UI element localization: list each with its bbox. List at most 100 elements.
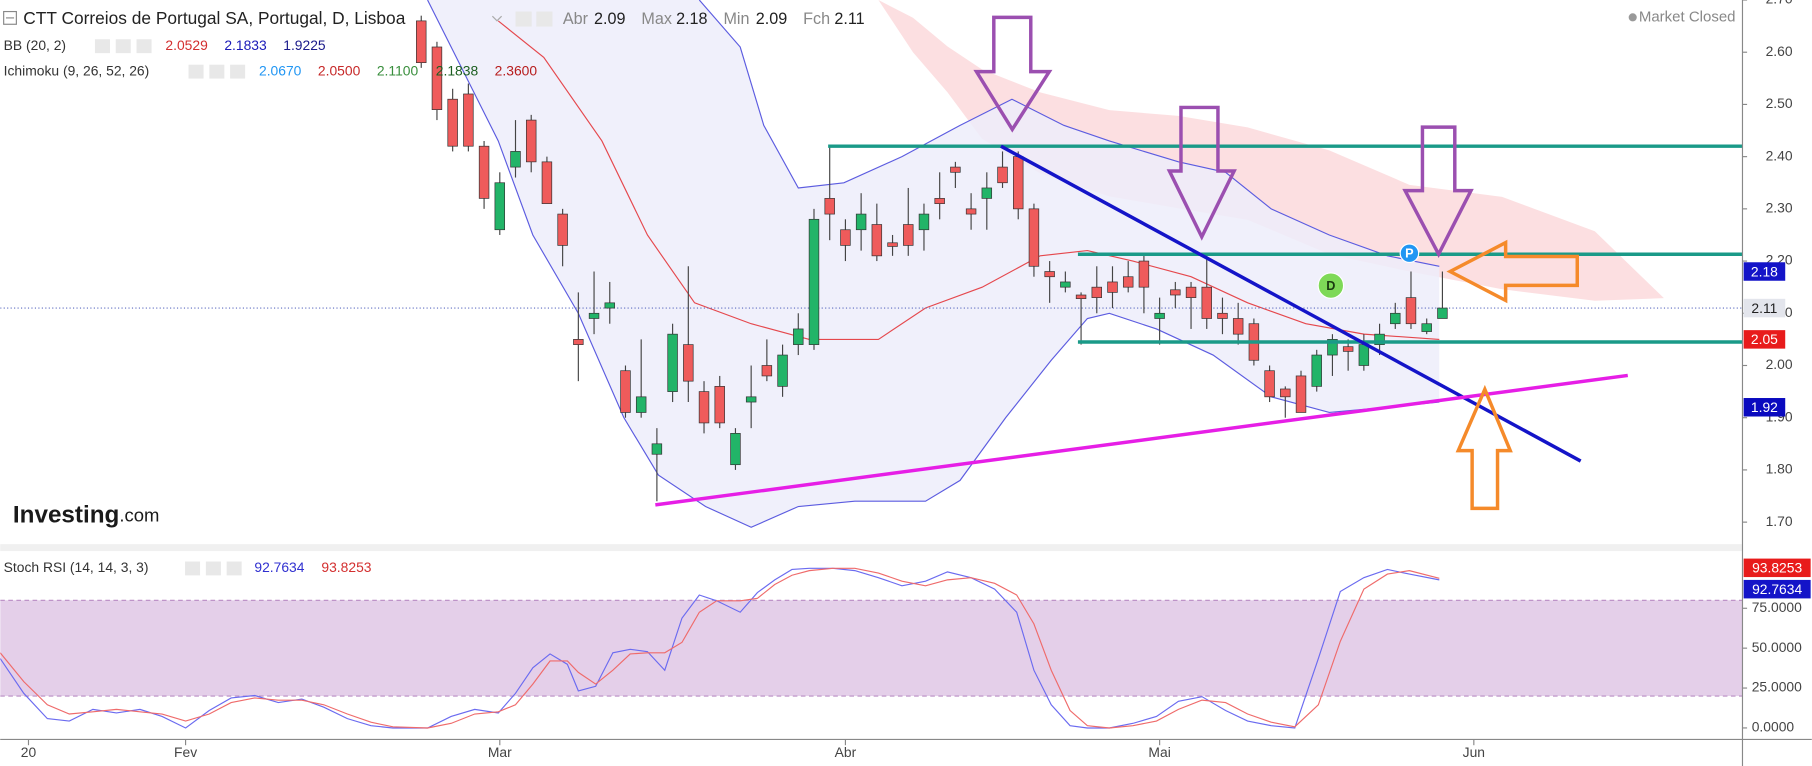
candle-body [1122,276,1134,288]
indicator-icon[interactable] [230,64,246,79]
candle-body [620,370,631,413]
indicator-icon[interactable] [188,64,204,79]
price-badge [1743,262,1786,281]
candle-body [1138,260,1150,288]
candle-body [635,396,647,413]
indicator-readout: 2.1838 [436,62,479,78]
candle-body [793,328,804,345]
event-marker[interactable] [1399,243,1420,264]
y-tick-label: 0.0000 [1752,719,1795,735]
candle-body [1374,333,1385,345]
event-marker[interactable] [1317,272,1345,299]
candle-body [1295,375,1307,413]
y-tick-label: 1.70 [1766,513,1793,529]
symbol-title: CTT Correios de Portugal SA, Portugal, D… [23,8,405,28]
stoch-rsi-line [0,567,1440,729]
candle-body [683,344,694,382]
candle-body [1091,286,1102,298]
ohlc-value: 2.09 [756,10,787,28]
price-badge-label: 2.11 [1751,300,1777,316]
candle-body [541,161,553,204]
candle-body [745,396,757,403]
indicator-icon[interactable] [94,39,110,54]
pane-separator [0,544,1743,552]
candle-body [918,213,930,231]
candle-body [416,20,427,64]
candle-body [1232,318,1244,335]
ichimoku-cloud [878,0,1664,301]
ohlc-value: 2.09 [594,10,625,28]
indicator-readout: 92.7634 [254,559,304,575]
y-tick-label: 2.50 [1766,95,1793,111]
trend-line [1000,144,1582,463]
candle-body [714,386,725,424]
indicator-icon[interactable] [115,39,131,54]
indicator-readout: 1.9225 [283,37,326,53]
price-badge [1743,398,1786,417]
indicator-icon[interactable] [209,64,225,79]
indicator-readout: 2.0500 [318,62,361,78]
axis-layer: 1.701.801.902.002.102.202.302.402.502.60… [21,0,1811,760]
indicator-icon[interactable] [136,39,152,54]
price-badge-label: 92.7634 [1752,581,1802,597]
bollinger-upper [698,0,1440,267]
price-badge-label: 2.18 [1751,263,1778,279]
candle-body [840,229,851,246]
eye-icon[interactable] [515,11,532,27]
price-badge [1743,330,1786,349]
indicator-name: BB (20, 2) [4,37,66,53]
candle-body [981,187,993,199]
candle-body [1405,297,1417,325]
logo: Investing.com [13,502,159,529]
candle-body [887,242,898,247]
price-badge [1743,558,1811,578]
candle-body [1201,286,1212,319]
candle-body [1185,286,1197,298]
candle-body [855,213,867,231]
candle-body [934,198,945,204]
indicator-icon[interactable] [205,561,221,576]
candle-body [525,119,537,163]
candle-body [1280,388,1291,398]
settings-icon[interactable] [536,11,553,27]
candle-body [494,182,506,231]
overlay-layer [0,0,1743,528]
candle-body [950,166,961,173]
indicator-icon[interactable] [226,561,242,576]
status-dot [1628,13,1637,22]
ohlc-value: 2.11 [834,10,864,28]
candle-body [651,443,663,455]
price-badge [1743,298,1786,318]
candle-body [1264,370,1275,398]
candle-body [667,333,678,392]
x-tick-label: Mai [1148,744,1170,760]
arrows [973,15,1579,511]
logo-name: Investing [13,502,119,529]
indicator-readout: 2.3600 [495,62,538,78]
price-badge-label: 1.92 [1751,399,1778,415]
indicator-readout: 2.0529 [165,37,208,53]
indicator-readout: 2.0670 [259,62,302,78]
dropdown-icon[interactable] [491,15,503,22]
candle-body [557,213,568,246]
rsi-layer [0,567,1743,729]
candle-body [1421,323,1432,332]
candle-body [510,151,521,168]
rsi-band [0,600,1743,697]
ohlc-label: Min [723,10,749,28]
arrow-up [1455,384,1513,511]
arrow-down [973,15,1053,133]
indicator-icon[interactable] [185,561,201,576]
candle-body [431,46,443,110]
indicator-readout: 93.8253 [321,559,371,575]
y-tick-label: 2.30 [1766,200,1793,216]
logo-suffix: .com [119,504,159,525]
candle-body [1013,156,1024,210]
candle-body [761,365,773,377]
candle-body [730,433,741,466]
candle-body [808,218,820,345]
candle-body [698,391,710,424]
